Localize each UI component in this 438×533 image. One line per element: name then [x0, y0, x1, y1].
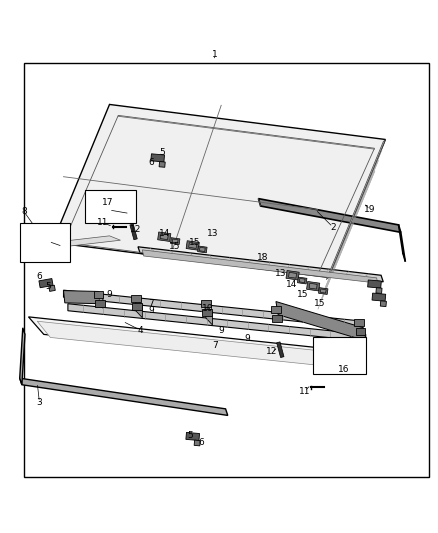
Polygon shape: [309, 284, 317, 289]
Polygon shape: [37, 321, 346, 368]
Polygon shape: [39, 279, 53, 288]
Polygon shape: [200, 247, 205, 252]
Text: 7: 7: [212, 341, 218, 350]
Text: 15: 15: [170, 243, 181, 251]
Polygon shape: [376, 288, 382, 294]
Polygon shape: [321, 289, 326, 293]
Polygon shape: [53, 236, 120, 247]
Text: 9: 9: [244, 334, 251, 343]
Polygon shape: [277, 342, 284, 358]
Bar: [313, 336, 366, 374]
Polygon shape: [318, 288, 328, 294]
Polygon shape: [115, 206, 127, 214]
Text: 19: 19: [364, 205, 376, 214]
Text: 12: 12: [266, 348, 277, 357]
Polygon shape: [53, 104, 385, 278]
Polygon shape: [68, 304, 366, 342]
Text: 11: 11: [299, 387, 310, 396]
Text: 5: 5: [159, 148, 165, 157]
Polygon shape: [159, 161, 165, 167]
Polygon shape: [326, 140, 385, 280]
Polygon shape: [131, 295, 141, 302]
Polygon shape: [300, 278, 305, 282]
Polygon shape: [98, 201, 112, 211]
Text: 9: 9: [148, 306, 154, 315]
Polygon shape: [258, 199, 401, 232]
Polygon shape: [286, 271, 299, 280]
Text: 11: 11: [97, 218, 109, 227]
Text: 16: 16: [338, 365, 350, 374]
Text: 13: 13: [275, 269, 286, 278]
Polygon shape: [307, 281, 320, 291]
Polygon shape: [20, 328, 25, 385]
Text: 10: 10: [202, 304, 214, 313]
Polygon shape: [201, 300, 211, 307]
Text: 7: 7: [148, 299, 154, 308]
Bar: [20, 223, 70, 262]
Polygon shape: [343, 354, 355, 362]
Polygon shape: [325, 348, 339, 358]
Text: 18: 18: [257, 253, 268, 262]
Polygon shape: [276, 302, 366, 341]
Text: 1: 1: [212, 50, 218, 59]
Polygon shape: [136, 297, 142, 318]
Polygon shape: [132, 303, 142, 310]
Text: 13: 13: [207, 229, 218, 238]
Text: 8: 8: [21, 207, 27, 216]
Polygon shape: [380, 301, 386, 306]
Polygon shape: [64, 290, 100, 304]
Polygon shape: [138, 247, 383, 282]
Polygon shape: [354, 319, 364, 326]
Polygon shape: [130, 224, 137, 240]
Polygon shape: [142, 250, 378, 283]
Polygon shape: [170, 238, 180, 245]
Polygon shape: [158, 232, 171, 241]
Polygon shape: [289, 272, 297, 278]
Text: 9: 9: [218, 326, 224, 335]
Text: 14: 14: [286, 279, 297, 288]
Polygon shape: [35, 233, 49, 243]
Polygon shape: [198, 246, 207, 253]
Polygon shape: [20, 378, 228, 415]
Text: 12: 12: [130, 225, 141, 234]
Polygon shape: [95, 300, 105, 307]
Polygon shape: [194, 440, 200, 446]
Polygon shape: [202, 309, 212, 316]
Text: 5: 5: [187, 431, 194, 440]
Polygon shape: [64, 290, 359, 328]
Text: 6: 6: [36, 272, 42, 281]
Text: 2: 2: [330, 223, 336, 231]
Text: 17: 17: [102, 198, 113, 207]
Polygon shape: [99, 292, 103, 308]
Polygon shape: [94, 290, 103, 297]
Polygon shape: [356, 328, 365, 335]
Polygon shape: [272, 314, 282, 322]
Text: 15: 15: [189, 238, 201, 247]
Text: 6: 6: [148, 158, 154, 167]
Text: 14: 14: [159, 229, 170, 238]
Text: 15: 15: [314, 299, 325, 308]
Polygon shape: [151, 154, 165, 162]
Text: 4: 4: [138, 326, 143, 335]
Bar: [85, 190, 136, 223]
Polygon shape: [28, 317, 355, 367]
Text: 5: 5: [45, 282, 51, 290]
Polygon shape: [160, 234, 168, 239]
Polygon shape: [297, 277, 307, 284]
Polygon shape: [186, 432, 200, 440]
Text: 3: 3: [36, 398, 42, 407]
Polygon shape: [189, 243, 197, 248]
Text: 6: 6: [198, 438, 205, 447]
Polygon shape: [186, 241, 199, 250]
Polygon shape: [367, 280, 381, 288]
Polygon shape: [372, 293, 386, 301]
Polygon shape: [173, 239, 178, 243]
Text: 15: 15: [297, 290, 308, 300]
Polygon shape: [206, 305, 212, 325]
Text: 9: 9: [106, 290, 113, 300]
Polygon shape: [49, 285, 55, 292]
Polygon shape: [271, 306, 281, 313]
